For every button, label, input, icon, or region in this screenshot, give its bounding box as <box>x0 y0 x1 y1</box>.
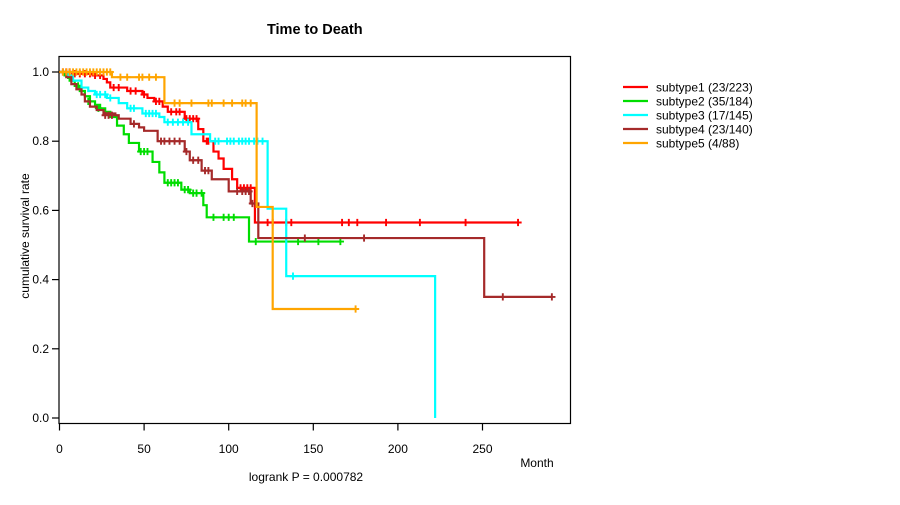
y-tick-label: 1.0 <box>32 65 49 79</box>
x-tick-label: 200 <box>388 442 408 456</box>
series-4 <box>59 70 556 301</box>
legend: subtype1 (23/223)subtype2 (35/184)subtyp… <box>623 81 753 151</box>
series-1 <box>59 68 522 227</box>
y-tick-label: 0.0 <box>32 411 49 425</box>
x-tick-label: 150 <box>303 442 323 456</box>
legend-label: subtype5 (4/88) <box>656 137 739 151</box>
series-5 <box>59 68 360 313</box>
curve-subtype2 <box>59 70 341 243</box>
logrank-p-label: logrank P = 0.000782 <box>249 470 364 484</box>
legend-label: subtype3 (17/145) <box>656 109 753 123</box>
x-tick-label: 50 <box>137 442 151 456</box>
curve-subtype3 <box>59 70 437 418</box>
y-tick-label: 0.8 <box>32 134 49 148</box>
plot-box <box>58 55 572 425</box>
censor-marks-subtype5 <box>59 68 360 313</box>
legend-item-subtype1: subtype1 (23/223) <box>623 81 753 95</box>
legend-item-subtype2: subtype2 (35/184) <box>623 95 753 109</box>
legend-label: subtype4 (23/140) <box>656 123 753 137</box>
curve-subtype1 <box>59 70 519 224</box>
legend-label: subtype1 (23/223) <box>656 81 753 95</box>
legend-item-subtype4: subtype4 (23/140) <box>623 123 753 137</box>
legend-item-subtype5: subtype5 (4/88) <box>623 137 739 151</box>
y-tick-label: 0.6 <box>32 203 49 217</box>
series-3 <box>59 70 437 418</box>
y-axis-label: cumulative survival rate <box>18 173 32 299</box>
censor-marks-subtype3 <box>93 90 297 280</box>
y-tick-label: 0.4 <box>32 273 49 287</box>
legend-label: subtype2 (35/184) <box>656 95 753 109</box>
series-2 <box>59 70 344 246</box>
x-tick-label: 250 <box>472 442 492 456</box>
x-axis-label: Month <box>520 456 553 470</box>
censor-marks-subtype4 <box>101 111 556 301</box>
x-tick-label: 0 <box>56 442 63 456</box>
y-tick-label: 0.2 <box>32 342 49 356</box>
legend-item-subtype3: subtype3 (17/145) <box>623 109 753 123</box>
chart-title: Time to Death <box>267 22 363 38</box>
x-tick-label: 100 <box>219 442 239 456</box>
